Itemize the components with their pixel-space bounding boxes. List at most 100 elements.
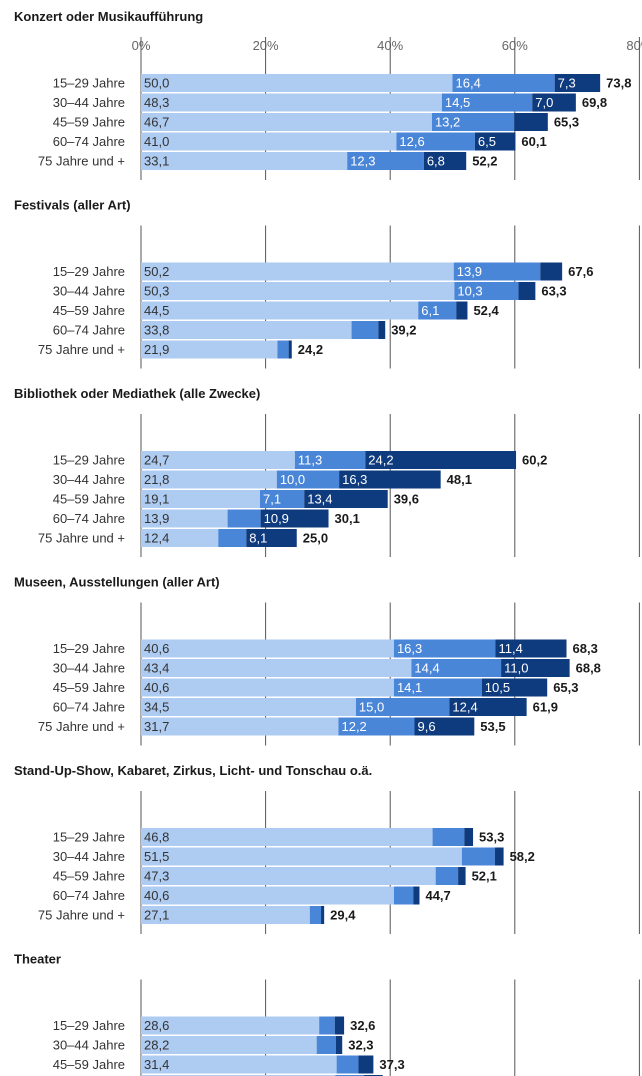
total-label: 39,2 bbox=[391, 323, 416, 338]
total-label: 30,1 bbox=[335, 511, 360, 526]
total-label: 52,2 bbox=[472, 154, 497, 169]
total-label: 65,3 bbox=[553, 680, 578, 695]
bar-segment bbox=[461, 847, 495, 866]
bar-segment bbox=[458, 867, 466, 885]
bar-segment bbox=[452, 74, 555, 92]
bar-segment bbox=[449, 698, 527, 716]
segment-label: 7,3 bbox=[558, 76, 576, 91]
total-label: 61,9 bbox=[533, 700, 558, 715]
category-label: 75 Jahre und + bbox=[38, 154, 125, 169]
segment-label: 16,3 bbox=[342, 472, 367, 487]
segment-label: 7,0 bbox=[535, 95, 553, 110]
bar-segment bbox=[288, 340, 292, 359]
panel-title: Theater bbox=[14, 952, 61, 967]
segment-label: 7,1 bbox=[263, 492, 281, 507]
segment-label: 8,1 bbox=[249, 531, 267, 546]
segment-label: 14,5 bbox=[445, 95, 470, 110]
category-label: 30–44 Jahre bbox=[53, 95, 125, 110]
segment-label: 51,5 bbox=[144, 849, 169, 864]
bar-segment bbox=[474, 132, 516, 151]
bar-segment bbox=[435, 867, 459, 885]
bar-segment bbox=[423, 152, 467, 170]
segment-label: 10,0 bbox=[280, 472, 305, 487]
segment-label: 10,5 bbox=[485, 680, 510, 695]
category-label: 15–29 Jahre bbox=[53, 641, 125, 656]
bar-segment bbox=[518, 282, 536, 300]
bar-segment bbox=[494, 847, 504, 866]
total-label: 32,6 bbox=[350, 1018, 375, 1033]
bar-segment bbox=[218, 529, 247, 547]
bar-segment bbox=[319, 1016, 335, 1035]
bar-segment bbox=[393, 678, 482, 697]
bar-segment bbox=[141, 1055, 337, 1074]
bar-segment bbox=[141, 717, 339, 736]
segment-label: 10,3 bbox=[457, 284, 482, 299]
segment-label: 24,2 bbox=[368, 453, 393, 468]
segment-label: 40,6 bbox=[144, 680, 169, 695]
bar-segment bbox=[260, 509, 329, 528]
bar-segment bbox=[355, 698, 450, 716]
segment-label: 21,9 bbox=[144, 342, 169, 357]
bar-segment bbox=[141, 509, 228, 528]
segment-label: 28,6 bbox=[144, 1018, 169, 1033]
segment-label: 28,2 bbox=[144, 1038, 169, 1053]
category-label: 45–59 Jahre bbox=[53, 869, 125, 884]
segment-label: 19,1 bbox=[144, 492, 169, 507]
bar-segment bbox=[141, 451, 295, 469]
bar-segment bbox=[358, 1055, 374, 1074]
total-label: 52,1 bbox=[472, 869, 497, 884]
bar-segment bbox=[141, 867, 436, 885]
total-label: 53,3 bbox=[479, 830, 504, 845]
segment-label: 40,6 bbox=[144, 641, 169, 656]
bar-segment bbox=[246, 529, 297, 547]
category-label: 75 Jahre und + bbox=[38, 908, 125, 923]
panel-title: Museen, Ausstellungen (aller Art) bbox=[14, 575, 220, 590]
category-label: 15–29 Jahre bbox=[53, 264, 125, 279]
segment-label: 31,7 bbox=[144, 719, 169, 734]
bar-segment bbox=[141, 659, 412, 677]
bar-segment bbox=[141, 282, 455, 300]
bar-segment bbox=[393, 639, 496, 658]
segment-label: 47,3 bbox=[144, 869, 169, 884]
category-label: 30–44 Jahre bbox=[53, 472, 125, 487]
bar-segment bbox=[453, 262, 541, 281]
segment-label: 12,4 bbox=[144, 531, 169, 546]
total-label: 68,3 bbox=[573, 641, 598, 656]
category-label: 15–29 Jahre bbox=[53, 453, 125, 468]
bar-segment bbox=[141, 678, 394, 697]
total-label: 53,5 bbox=[480, 719, 505, 734]
total-label: 39,6 bbox=[394, 492, 419, 507]
category-label: 30–44 Jahre bbox=[53, 661, 125, 676]
category-label: 60–74 Jahre bbox=[53, 888, 125, 903]
segment-label: 43,4 bbox=[144, 661, 169, 676]
segment-label: 12,2 bbox=[341, 719, 366, 734]
segment-label: 48,3 bbox=[144, 95, 169, 110]
segment-label: 31,4 bbox=[144, 1057, 169, 1072]
segment-label: 14,4 bbox=[414, 661, 439, 676]
bar-segment bbox=[141, 113, 432, 131]
bar-segment bbox=[413, 886, 420, 905]
total-label: 52,4 bbox=[473, 303, 499, 318]
total-label: 32,3 bbox=[348, 1038, 373, 1053]
category-label: 45–59 Jahre bbox=[53, 1057, 125, 1072]
bar-segment bbox=[309, 906, 322, 924]
segment-label: 13,9 bbox=[144, 511, 169, 526]
bar-segment bbox=[396, 132, 475, 151]
bar-segment bbox=[335, 1036, 343, 1054]
segment-label: 9,6 bbox=[417, 719, 435, 734]
bar-segment bbox=[141, 847, 462, 866]
bar-segment bbox=[338, 717, 415, 736]
category-label: 60–74 Jahre bbox=[53, 511, 125, 526]
bar-segment bbox=[141, 828, 433, 846]
segment-label: 6,1 bbox=[421, 303, 439, 318]
segment-label: 15,0 bbox=[359, 700, 384, 715]
category-label: 75 Jahre und + bbox=[38, 342, 125, 357]
bar-segment bbox=[347, 152, 424, 170]
segment-label: 46,7 bbox=[144, 115, 169, 130]
bar-segment bbox=[432, 828, 465, 846]
bar-segment bbox=[378, 321, 386, 339]
segment-label: 12,6 bbox=[399, 134, 424, 149]
segment-label: 41,0 bbox=[144, 134, 169, 149]
bar-segment bbox=[141, 470, 277, 489]
total-label: 58,2 bbox=[510, 849, 535, 864]
